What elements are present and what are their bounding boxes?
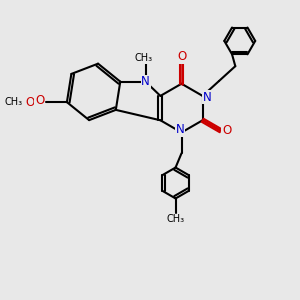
- Text: O: O: [25, 96, 34, 109]
- Text: N: N: [141, 75, 150, 88]
- Text: N: N: [203, 91, 212, 104]
- Text: O: O: [177, 50, 186, 64]
- Text: N: N: [176, 123, 184, 136]
- Text: O: O: [35, 94, 44, 107]
- Text: CH₃: CH₃: [4, 97, 22, 107]
- Text: CH₃: CH₃: [167, 214, 184, 224]
- Text: O: O: [222, 124, 231, 137]
- Text: CH₃: CH₃: [135, 53, 153, 64]
